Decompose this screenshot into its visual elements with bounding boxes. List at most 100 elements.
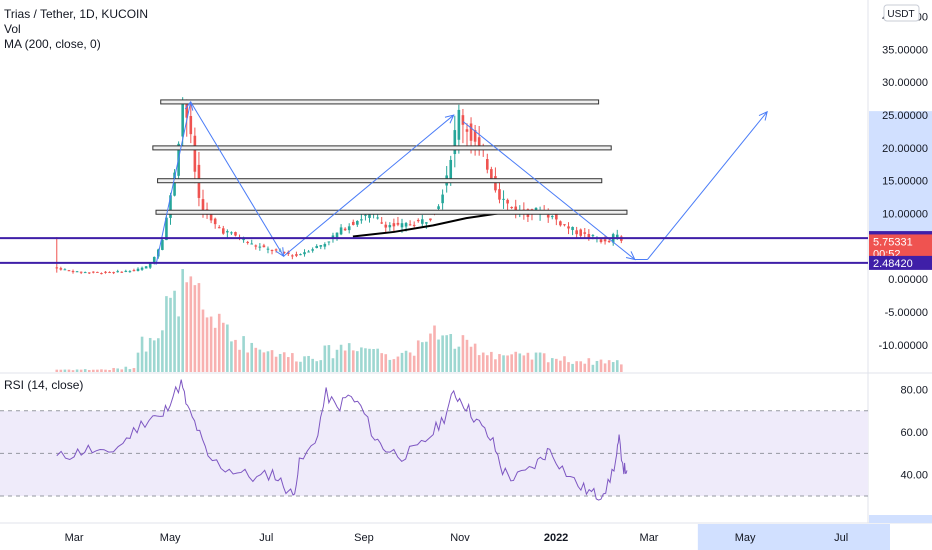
- candle-body: [254, 245, 258, 247]
- candle-body: [473, 130, 477, 142]
- candle-body: [152, 256, 156, 264]
- volume-bar: [559, 360, 562, 372]
- resistance-level-2[interactable]: [152, 145, 612, 151]
- volume-bar: [286, 357, 290, 372]
- candle-body: [173, 172, 176, 196]
- candle-body: [376, 217, 379, 219]
- volume-bar: [87, 369, 91, 372]
- candle-body: [510, 206, 513, 209]
- candle-body: [453, 130, 457, 155]
- candle-body: [469, 123, 473, 141]
- volume-bar: [502, 355, 505, 372]
- volume-bar: [583, 363, 587, 372]
- volume-bar: [282, 352, 286, 372]
- candle-body: [429, 218, 432, 221]
- volume-bar: [315, 361, 319, 372]
- candle-body: [87, 272, 91, 274]
- volume-bar: [481, 352, 485, 372]
- volume-bar: [181, 269, 184, 372]
- currency-button[interactable]: [883, 4, 920, 22]
- price-tick-label: 25.00000: [882, 110, 928, 122]
- candle-body: [67, 270, 71, 272]
- resistance-level-1[interactable]: [160, 99, 600, 105]
- candle-body: [408, 224, 412, 226]
- symbol-title: Trias / Tether, 1D, KUCOIN: [4, 7, 149, 21]
- resistance-level-3[interactable]: [157, 178, 603, 184]
- candle-body: [124, 270, 128, 272]
- candle-body: [100, 273, 103, 275]
- candle-body: [559, 221, 562, 226]
- candle-body: [132, 270, 136, 272]
- candle-body: [148, 263, 152, 268]
- volume-bar: [266, 351, 270, 372]
- rsi-title: RSI (14, close): [4, 378, 84, 392]
- candle-body: [291, 255, 294, 257]
- volume-bar: [347, 343, 351, 372]
- volume-bar: [469, 346, 473, 372]
- projection-arrow-4[interactable]: [462, 121, 636, 260]
- volume-bar: [226, 324, 229, 372]
- projection-arrow-3[interactable]: [283, 114, 455, 257]
- volume-bar: [278, 353, 282, 372]
- candle-body: [307, 251, 310, 253]
- volume-bar: [299, 361, 302, 372]
- volume-bar: [230, 341, 233, 372]
- volume-bar: [506, 355, 509, 372]
- price-label-text: 2.48420: [873, 258, 913, 270]
- volume-bar: [108, 369, 111, 372]
- volume-bar: [620, 364, 623, 372]
- candle-body: [92, 271, 95, 273]
- volume-bar: [514, 351, 518, 372]
- candle-body: [286, 252, 290, 255]
- candle-body: [392, 223, 396, 227]
- volume-bar: [408, 352, 412, 372]
- candle-body: [388, 225, 392, 228]
- candle-body: [104, 271, 107, 273]
- projection-arrow-2[interactable]: [190, 101, 285, 257]
- volume-bar: [258, 349, 262, 372]
- volume-bar: [92, 369, 95, 372]
- candle-body: [311, 249, 314, 251]
- volume-bar: [120, 369, 124, 372]
- volume-bar: [485, 355, 489, 372]
- candle-body: [490, 169, 493, 179]
- volume-bar: [388, 359, 392, 372]
- volume-bar: [323, 345, 327, 372]
- volume-bar: [303, 356, 306, 372]
- volume-bar: [400, 352, 404, 372]
- candle-body: [193, 135, 197, 172]
- candle-body: [347, 226, 351, 231]
- rsi-line: [56, 379, 628, 501]
- candle-body: [144, 266, 148, 269]
- volume-bar: [429, 333, 432, 372]
- volume-bar: [189, 276, 193, 372]
- candle-body: [140, 267, 144, 270]
- candle-body: [396, 222, 400, 225]
- volume-bar: [83, 369, 87, 372]
- projection-arrow-1[interactable]: [155, 101, 192, 265]
- volume-bar: [148, 337, 152, 372]
- volume-bar: [335, 349, 339, 372]
- candle-body: [319, 245, 323, 247]
- candle-body: [226, 231, 229, 233]
- candle-body: [599, 239, 603, 243]
- volume-bar: [490, 351, 493, 372]
- volume-bar: [465, 339, 469, 372]
- candle-body: [120, 271, 124, 273]
- candle-body: [63, 269, 67, 271]
- projection-arrow-5[interactable]: [647, 111, 768, 260]
- candle-body: [108, 272, 111, 274]
- price-tick-label: 0.00000: [888, 274, 928, 286]
- candle-body: [534, 207, 538, 211]
- volume-bar: [169, 297, 172, 372]
- volume-bar: [100, 369, 103, 372]
- volume-bar: [510, 354, 513, 372]
- candle-body: [71, 271, 75, 273]
- volume-bar: [262, 352, 266, 372]
- candle-body: [583, 232, 587, 234]
- resistance-level-4[interactable]: [155, 209, 628, 215]
- volume-bar: [201, 309, 205, 372]
- volume-bar: [449, 334, 453, 372]
- volume-bar: [530, 359, 534, 372]
